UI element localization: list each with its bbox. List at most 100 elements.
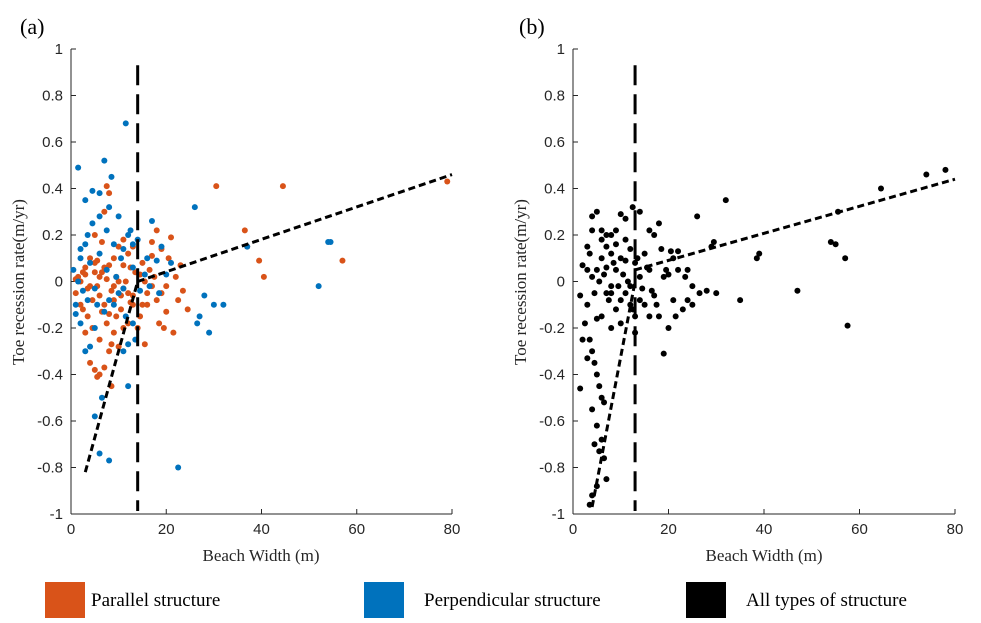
panel-b-series-0-point-122 xyxy=(658,245,665,252)
panel-b-series-0-point-29 xyxy=(636,208,643,215)
panel-a-series-0-point-71 xyxy=(110,297,117,304)
panel-a-series-0-point-72 xyxy=(115,278,122,285)
panel-a-series-0-point-42 xyxy=(106,190,113,197)
panel-b-series-0-point-118 xyxy=(682,273,689,280)
legend-swatch-all xyxy=(686,582,726,618)
panel-a-series-1-point-23 xyxy=(194,320,201,327)
panel-b-ytick-label-5: 0 xyxy=(557,274,565,291)
legend-swatch-perpendicular xyxy=(364,582,404,618)
panel-a-series-1-point-42 xyxy=(91,325,98,331)
panel-b-series-0-point-69 xyxy=(641,250,648,257)
panel-a-series-1-point-57 xyxy=(137,287,144,294)
panel-b-series-0-point-32 xyxy=(617,211,624,218)
panel-b-series-0-point-23 xyxy=(665,271,672,278)
panel-a-series-1-point-71 xyxy=(103,227,110,234)
panel-a-series-1-point-53 xyxy=(103,266,110,273)
panel-a-ytick-label-9: 0.8 xyxy=(42,88,63,105)
panel-a-series-0-point-55 xyxy=(98,269,105,276)
panel-a-ytick-label-5: 0 xyxy=(55,274,63,291)
panel-a-series-0-point-85 xyxy=(96,273,103,280)
panel-b-series-0-point-42 xyxy=(581,320,588,327)
panel-b-series-0-point-7 xyxy=(844,322,851,329)
panel-a-xtick-label-1: 20 xyxy=(158,521,175,538)
panel-b-series-0-point-44 xyxy=(589,348,596,355)
panel-a-series-0-point-10 xyxy=(168,234,175,241)
panel-a-series-0-point-18 xyxy=(179,287,186,294)
panel-a-series-1-point-47 xyxy=(70,266,77,273)
panel-b-series-0-point-39 xyxy=(584,266,591,273)
panel-b-label: (b) xyxy=(519,14,545,39)
panel-a-ytick-label-7: 0.4 xyxy=(42,181,63,198)
panel-b-series-0-point-77 xyxy=(598,255,605,262)
panel-b-xtick-label-3: 60 xyxy=(851,521,868,538)
legend-label-parallel: Parallel structure xyxy=(91,590,220,611)
panel-b-xtick-label-2: 40 xyxy=(756,521,773,538)
panel-a-series-1-point-26 xyxy=(175,464,182,471)
panel-b-series-0-point-37 xyxy=(593,208,600,215)
panel-a-series-0-point-60 xyxy=(122,278,129,285)
panel-b-series-0-point-86 xyxy=(591,290,598,297)
panel-a-series-0-point-15 xyxy=(163,308,170,315)
panel-a-series-0-point-37 xyxy=(91,366,98,373)
panel-b-series-0-point-103 xyxy=(603,232,610,238)
panel-a-series-0-point-105 xyxy=(139,259,146,266)
panel-b-series-0-point-127 xyxy=(684,266,691,273)
panel-a-series-1-point-64 xyxy=(72,311,79,318)
panel-a-series-1-point-60 xyxy=(156,290,163,297)
panel-b-ytick-label-4: -0.2 xyxy=(539,320,565,337)
panel-a-series-0-point-5 xyxy=(256,257,263,264)
panel-b-xtick-label-0: 0 xyxy=(569,521,577,538)
panel-b-series-0-point-116 xyxy=(608,283,615,290)
panel-b-series-0-point-60 xyxy=(577,385,584,392)
panel-a-series-0-point-17 xyxy=(175,297,182,304)
panel-b-series-0-point-89 xyxy=(605,297,612,304)
panel-a-series-0-point-68 xyxy=(96,292,103,299)
panel-b-series-0-point-67 xyxy=(632,259,639,266)
panel-a-series-1-point-5 xyxy=(96,190,103,197)
panel-a-series-1-point-17 xyxy=(158,243,165,250)
panel-a-series-0-point-7 xyxy=(339,257,346,264)
panel-a-series-0-point-52 xyxy=(84,313,91,320)
panel-a-series-1-point-20 xyxy=(201,292,208,299)
panel-a-series-1-point-55 xyxy=(120,285,127,292)
panel-a-series-1-point-41 xyxy=(77,320,84,327)
panel-b-series-0-point-40 xyxy=(579,262,586,269)
panel-a-series-0-point-87 xyxy=(110,255,117,262)
panel-b-series-0-point-31 xyxy=(622,215,629,222)
panel-b-series-0-point-121 xyxy=(667,248,674,255)
panel-b-series-0-point-17 xyxy=(703,287,710,294)
panel-a-series-0-point-86 xyxy=(106,262,113,269)
panel-a-series-1-point-43 xyxy=(101,308,108,315)
panel-b-series-0-point-74 xyxy=(665,325,672,331)
panel-a-series-1-point-36 xyxy=(120,348,127,355)
panel-b-series-0-point-26 xyxy=(651,292,658,299)
panel-a-series-1-point-33 xyxy=(91,413,98,420)
panel-a-series-1-point-70 xyxy=(96,213,103,220)
panel-a-series-0-point-20 xyxy=(144,290,151,297)
panel-b-series-0-point-102 xyxy=(598,313,605,320)
panel-a-series-0-point-2 xyxy=(213,183,220,190)
panel-a-series-0-point-92 xyxy=(110,283,117,290)
panel-a-series-1-point-63 xyxy=(82,241,89,248)
panel-a-series-0-point-22 xyxy=(156,320,163,327)
panel-a-series-1-point-22 xyxy=(196,313,203,320)
panel-b-series-0-point-126 xyxy=(672,313,679,320)
panel-b-series-0-point-65 xyxy=(622,290,629,297)
panel-a-series-1-point-50 xyxy=(87,259,94,266)
panel-b-xtick-label-4: 80 xyxy=(947,521,964,538)
panel-a-series-0-point-106 xyxy=(148,252,155,259)
panel-a-series-0-point-32 xyxy=(115,343,122,350)
panel-b-series-0-point-18 xyxy=(689,283,696,290)
panel-a-ylabel: Toe recession rate(m/yr) xyxy=(9,199,28,365)
panel-b-series-0-point-78 xyxy=(603,290,610,297)
panel-b-series-0-point-91 xyxy=(615,283,622,290)
panel-a-series-0-point-8 xyxy=(172,273,179,280)
panel-a-series-1-point-8 xyxy=(115,213,122,220)
panel-b-series-0-point-98 xyxy=(648,287,655,294)
panel-b-series-0-point-115 xyxy=(603,264,610,271)
panel-a-series-1-point-1 xyxy=(101,157,108,164)
panel-b-series-0-point-2 xyxy=(877,185,884,192)
panel-b-series-0-point-15 xyxy=(694,213,701,220)
